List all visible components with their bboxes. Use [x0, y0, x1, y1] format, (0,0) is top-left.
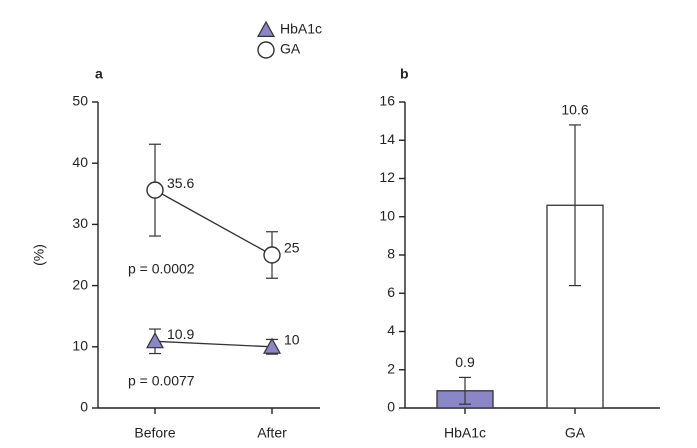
- marker: [262, 337, 282, 354]
- y-tick-label: 20: [72, 276, 88, 292]
- value-label: 10: [284, 332, 300, 348]
- annotation: p = 0.0002: [128, 261, 195, 277]
- value-label: 10.6: [561, 102, 588, 118]
- y-tick-label: 0: [387, 399, 395, 415]
- y-tick-label: 12: [379, 169, 395, 185]
- panel-label: a: [95, 66, 103, 82]
- y-tick-label: 4: [387, 322, 395, 338]
- value-label: 35.6: [167, 175, 194, 191]
- legend-label: GA: [280, 41, 301, 57]
- series-line: [154, 189, 273, 256]
- y-tick-label: 10: [379, 207, 395, 223]
- marker: [263, 246, 281, 264]
- y-tick-label: 30: [72, 215, 88, 231]
- marker: [146, 181, 164, 199]
- y-tick-label: 10: [72, 338, 88, 354]
- y-tick-label: 0: [80, 399, 88, 415]
- x-tick-label: HbA1c: [444, 425, 486, 441]
- y-tick-label: 8: [387, 246, 395, 262]
- value-label: 25: [284, 240, 300, 256]
- y-tick-label: 16: [379, 93, 395, 109]
- series-line: [154, 340, 273, 348]
- y-tick-label: 50: [72, 93, 88, 109]
- annotation: p = 0.0077: [128, 373, 195, 389]
- value-label: 0.9: [455, 354, 475, 370]
- value-label: 10.9: [167, 326, 194, 342]
- legend-marker: [257, 41, 275, 59]
- y-tick-label: 6: [387, 284, 395, 300]
- legend-label: HbA1c: [280, 21, 322, 37]
- y-tick-label: 14: [379, 131, 395, 147]
- x-tick-label: Before: [134, 425, 175, 441]
- panel-label: b: [400, 66, 409, 82]
- x-tick-label: GA: [565, 425, 586, 441]
- legend-marker: [256, 20, 276, 38]
- x-tick-label: After: [257, 425, 287, 441]
- marker: [145, 332, 165, 349]
- y-tick-label: 40: [72, 154, 88, 170]
- y-axis-label: (%): [31, 244, 47, 266]
- y-tick-label: 2: [387, 360, 395, 376]
